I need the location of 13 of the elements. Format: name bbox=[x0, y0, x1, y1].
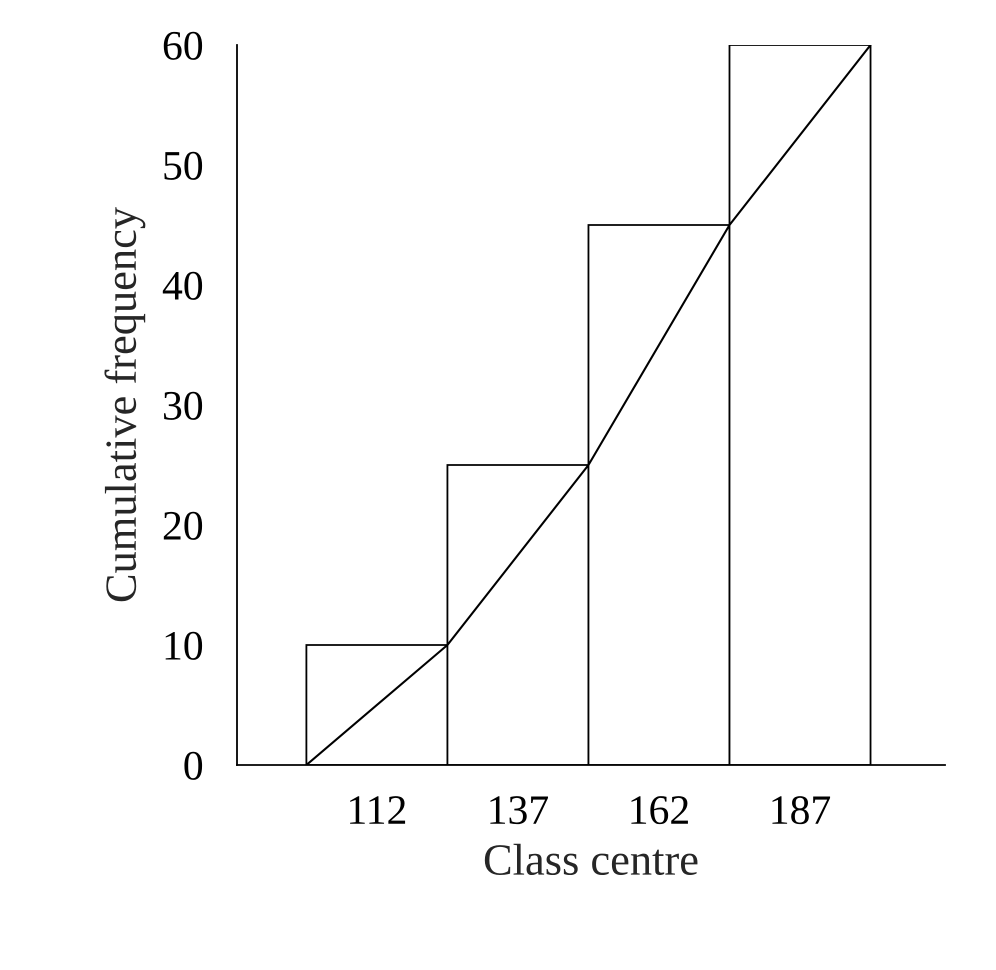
y-tick-label: 20 bbox=[164, 512, 202, 540]
y-tick-label: 50 bbox=[164, 152, 202, 180]
x-tick-label: 112 bbox=[350, 796, 406, 824]
x-tick-label: 187 bbox=[772, 796, 830, 824]
y-tick-label: 40 bbox=[162, 272, 202, 300]
y-tick-label: 30 bbox=[164, 392, 202, 420]
x-tick-label: 137 bbox=[490, 796, 548, 824]
y-tick-label: 0 bbox=[184, 752, 202, 780]
y-tick-label: 10 bbox=[166, 632, 202, 660]
y-axis-title: Cumulative frequency bbox=[104, 207, 146, 602]
x-axis-title: Class centre bbox=[484, 844, 698, 876]
y-tick-label: 60 bbox=[164, 32, 202, 60]
x-tick-label: 162 bbox=[631, 796, 688, 824]
